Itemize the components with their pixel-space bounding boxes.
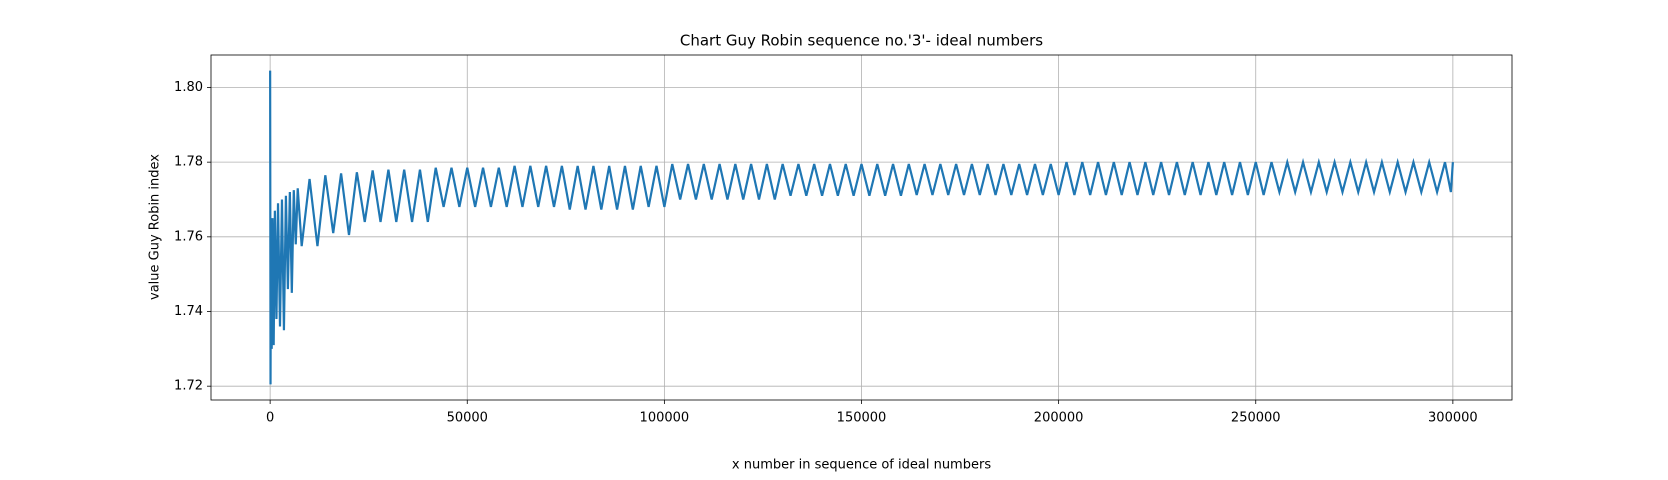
chart-title: Chart Guy Robin sequence no.'3'- ideal n… bbox=[680, 32, 1043, 50]
x-tick-label: 50000 bbox=[447, 411, 488, 426]
x-tick-label: 100000 bbox=[640, 411, 690, 426]
y-tick-label: 1.80 bbox=[174, 80, 203, 95]
x-tick-label: 200000 bbox=[1034, 411, 1084, 426]
y-tick-label: 1.76 bbox=[174, 229, 203, 244]
y-axis-label: value Guy Robin index bbox=[148, 154, 163, 300]
x-tick-label: 0 bbox=[266, 411, 274, 426]
x-tick-label: 300000 bbox=[1428, 411, 1478, 426]
y-tick-label: 1.72 bbox=[174, 379, 203, 394]
y-tick-label: 1.74 bbox=[174, 304, 203, 319]
plot-frame bbox=[210, 54, 1513, 401]
y-tick-label: 1.78 bbox=[174, 155, 203, 170]
x-axis-label: x number in sequence of ideal numbers bbox=[732, 458, 991, 473]
x-tick-label: 250000 bbox=[1231, 411, 1281, 426]
data-line bbox=[269, 70, 1454, 385]
x-tick-label: 150000 bbox=[837, 411, 887, 426]
